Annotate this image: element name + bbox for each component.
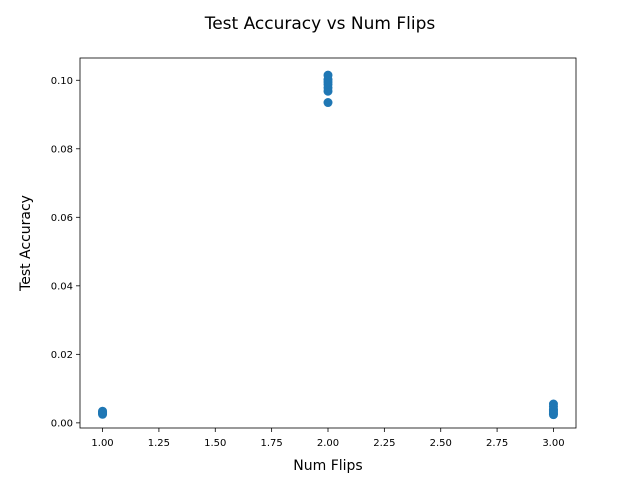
chart-title: Test Accuracy vs Num Flips: [204, 14, 436, 34]
y-tick-label: 0.10: [51, 76, 73, 87]
y-tick-label: 0.08: [51, 144, 73, 155]
y-tick-label: 0.00: [51, 418, 73, 429]
x-axis-label: Num Flips: [293, 458, 362, 474]
x-tick-label: 1.75: [261, 438, 283, 449]
y-tick-label: 0.04: [51, 281, 73, 292]
x-tick-label: 2.50: [430, 438, 452, 449]
x-tick-label: 1.00: [91, 438, 113, 449]
plot-frame: [79, 57, 577, 429]
x-tick-label: 2.00: [317, 438, 339, 449]
y-tick-label: 0.02: [51, 350, 73, 361]
x-tick-label: 3.00: [542, 438, 564, 449]
data-points: [98, 70, 558, 420]
x-tick-label: 2.75: [486, 438, 508, 449]
x-tick-label: 1.50: [204, 438, 226, 449]
scatter-point: [323, 98, 333, 108]
y-tick-label: 0.06: [51, 213, 73, 224]
scatter-point: [323, 70, 333, 80]
plot-area: [80, 58, 576, 428]
x-tick-label: 1.25: [148, 438, 170, 449]
y-axis-ticks: 0.00 0.02 0.04 0.06 0.08 0.10: [51, 76, 80, 429]
scatter-point: [548, 399, 558, 409]
y-axis-label: Test Accuracy: [18, 195, 34, 292]
scatter-point: [98, 406, 108, 416]
x-tick-label: 2.25: [373, 438, 395, 449]
x-axis-ticks: 1.00 1.25 1.50 1.75 2.00 2.25 2.50 2.75 3.00: [91, 428, 565, 449]
